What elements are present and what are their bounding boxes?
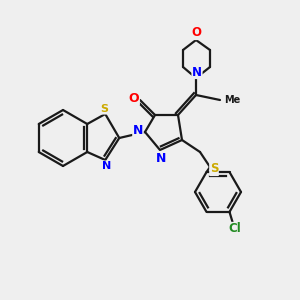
Text: Me: Me (224, 95, 240, 105)
Text: N: N (156, 152, 166, 164)
Text: O: O (129, 92, 139, 104)
Text: N: N (133, 124, 143, 136)
Text: O: O (191, 26, 201, 40)
Text: S: S (210, 163, 218, 176)
Text: S: S (100, 104, 108, 114)
Text: N: N (102, 161, 111, 171)
Text: N: N (192, 65, 202, 79)
Text: Cl: Cl (228, 222, 241, 236)
